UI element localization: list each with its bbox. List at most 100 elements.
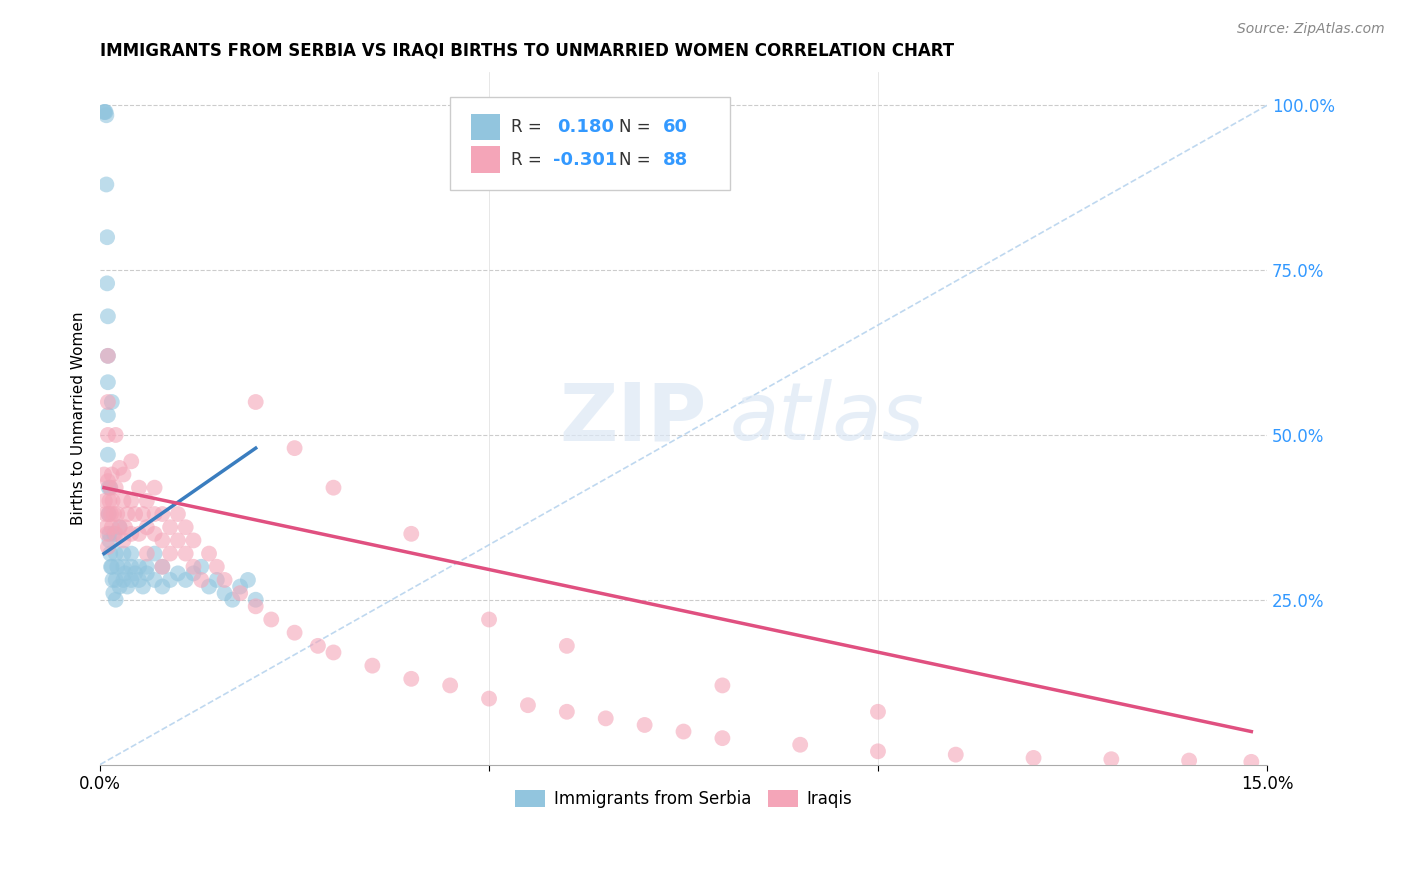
Point bbox=[260, 613, 283, 627]
Point bbox=[1178, 754, 1201, 768]
Point bbox=[167, 566, 190, 581]
Point bbox=[159, 573, 181, 587]
Point bbox=[135, 494, 157, 508]
Point bbox=[128, 559, 150, 574]
Point bbox=[97, 349, 120, 363]
Point bbox=[128, 481, 150, 495]
Point bbox=[245, 395, 267, 409]
Point bbox=[96, 230, 118, 244]
Point bbox=[401, 672, 423, 686]
Point bbox=[114, 566, 136, 581]
Point bbox=[284, 441, 307, 455]
Point bbox=[98, 526, 121, 541]
Point bbox=[150, 507, 173, 521]
Point bbox=[322, 645, 344, 659]
Point bbox=[198, 580, 221, 594]
Point bbox=[174, 547, 197, 561]
FancyBboxPatch shape bbox=[450, 96, 730, 190]
Point bbox=[100, 559, 122, 574]
Point bbox=[104, 573, 127, 587]
Point bbox=[101, 494, 124, 508]
Point bbox=[97, 408, 120, 422]
Point bbox=[104, 481, 127, 495]
Point bbox=[96, 108, 118, 122]
Legend: Immigrants from Serbia, Iraqis: Immigrants from Serbia, Iraqis bbox=[509, 783, 859, 815]
Point bbox=[101, 573, 124, 587]
Point bbox=[101, 520, 124, 534]
Point bbox=[97, 507, 120, 521]
Point bbox=[104, 428, 127, 442]
Point bbox=[1022, 751, 1045, 765]
Point bbox=[205, 573, 228, 587]
Point bbox=[120, 573, 142, 587]
Point bbox=[143, 481, 166, 495]
Point bbox=[135, 559, 157, 574]
Point bbox=[97, 448, 120, 462]
Point bbox=[100, 507, 122, 521]
Point bbox=[93, 467, 115, 482]
Point bbox=[98, 494, 121, 508]
Point bbox=[104, 547, 127, 561]
Point bbox=[478, 691, 501, 706]
Point bbox=[401, 526, 423, 541]
Point bbox=[128, 573, 150, 587]
Text: 60: 60 bbox=[662, 118, 688, 136]
Point bbox=[112, 467, 135, 482]
Point bbox=[159, 520, 181, 534]
Point bbox=[96, 526, 118, 541]
Point bbox=[150, 580, 173, 594]
Text: atlas: atlas bbox=[730, 379, 925, 458]
Point bbox=[789, 738, 811, 752]
Point bbox=[97, 481, 120, 495]
Point bbox=[595, 711, 617, 725]
Point bbox=[101, 395, 124, 409]
Point bbox=[112, 533, 135, 548]
Point bbox=[143, 547, 166, 561]
Point bbox=[98, 533, 121, 548]
Point bbox=[98, 547, 121, 561]
Point bbox=[866, 705, 889, 719]
Point bbox=[245, 599, 267, 614]
Point bbox=[198, 547, 221, 561]
Point bbox=[97, 474, 120, 488]
Point bbox=[1240, 755, 1263, 769]
Point bbox=[633, 718, 655, 732]
Point bbox=[112, 547, 135, 561]
Point bbox=[229, 586, 252, 600]
Text: R =: R = bbox=[510, 151, 541, 169]
Point bbox=[114, 520, 136, 534]
Point bbox=[120, 494, 142, 508]
Point bbox=[132, 580, 155, 594]
Point bbox=[361, 658, 384, 673]
Point bbox=[322, 481, 344, 495]
Point bbox=[96, 277, 118, 291]
Point bbox=[150, 533, 173, 548]
Point bbox=[135, 547, 157, 561]
Point bbox=[245, 592, 267, 607]
Point bbox=[104, 592, 127, 607]
Point bbox=[1099, 752, 1122, 766]
Point bbox=[98, 481, 121, 495]
Point bbox=[108, 461, 131, 475]
Point bbox=[101, 467, 124, 482]
Text: 0.180: 0.180 bbox=[558, 118, 614, 136]
Point bbox=[101, 559, 124, 574]
Point bbox=[96, 178, 118, 192]
Point bbox=[97, 540, 120, 554]
Point bbox=[98, 481, 121, 495]
Point bbox=[221, 592, 243, 607]
Point bbox=[96, 520, 118, 534]
Point bbox=[945, 747, 967, 762]
Point bbox=[94, 105, 117, 120]
Point bbox=[120, 454, 142, 468]
Point bbox=[183, 566, 205, 581]
Point bbox=[103, 586, 125, 600]
Point bbox=[104, 526, 127, 541]
Text: R =: R = bbox=[510, 118, 541, 136]
Point bbox=[103, 507, 125, 521]
Point bbox=[108, 520, 131, 534]
Point bbox=[117, 580, 139, 594]
Point bbox=[93, 105, 115, 120]
Point bbox=[120, 526, 142, 541]
Point bbox=[555, 639, 578, 653]
